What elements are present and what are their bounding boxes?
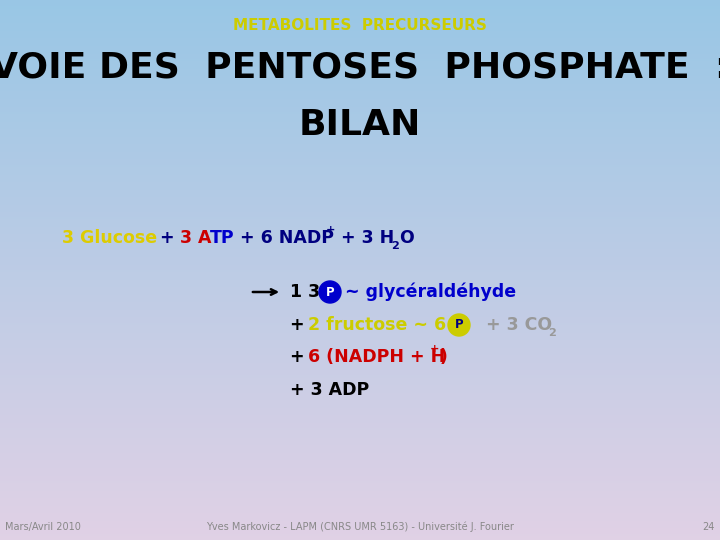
Circle shape [319,281,341,303]
Text: +: + [154,229,175,247]
Text: 1 3: 1 3 [290,283,326,301]
Text: 6 (NADPH + H: 6 (NADPH + H [308,348,445,366]
Text: Mars/Avril 2010: Mars/Avril 2010 [5,522,81,532]
Text: + 3 ADP: + 3 ADP [290,381,369,399]
Text: + 3 CO: + 3 CO [474,316,552,334]
Text: ~ glycéraldéhyde: ~ glycéraldéhyde [345,283,516,301]
Circle shape [448,314,470,336]
Text: 24: 24 [703,522,715,532]
Text: TP: TP [210,229,235,247]
Text: P: P [325,286,334,299]
Text: P: P [455,319,463,332]
Text: O: O [399,229,414,247]
Text: + 6 NADP: + 6 NADP [234,229,334,247]
Text: 2: 2 [548,328,556,338]
Text: Yves Markovicz - LAPM (CNRS UMR 5163) - Université J. Fourier: Yves Markovicz - LAPM (CNRS UMR 5163) - … [206,522,514,532]
Text: VOIE DES  PENTOSES  PHOSPHATE  :: VOIE DES PENTOSES PHOSPHATE : [0,50,720,84]
Text: 3 Glucose: 3 Glucose [62,229,157,247]
Text: +: + [290,348,310,366]
Text: 2: 2 [391,241,399,251]
Text: +: + [430,344,439,354]
Text: +: + [290,316,310,334]
Text: 3 A: 3 A [174,229,212,247]
Text: METABOLITES  PRECURSEURS: METABOLITES PRECURSEURS [233,18,487,33]
Text: 2 fructose ~ 6: 2 fructose ~ 6 [308,316,446,334]
Text: BILAN: BILAN [299,108,421,142]
Text: ): ) [440,348,448,366]
Text: + 3 H: + 3 H [335,229,395,247]
Text: +: + [326,225,336,235]
